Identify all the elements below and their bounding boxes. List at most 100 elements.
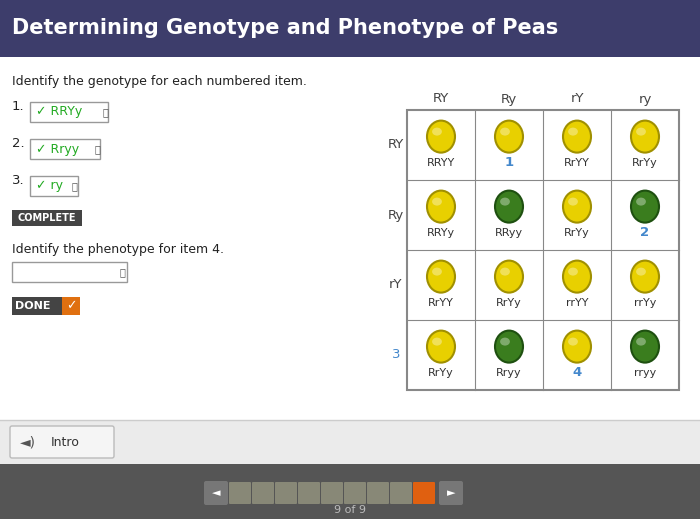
Text: 1: 1	[505, 156, 514, 169]
FancyBboxPatch shape	[390, 482, 412, 504]
Text: RY: RY	[388, 139, 404, 152]
Text: ⌵: ⌵	[103, 107, 109, 117]
FancyBboxPatch shape	[10, 426, 114, 458]
Text: RY: RY	[433, 92, 449, 105]
FancyBboxPatch shape	[413, 482, 435, 504]
Text: ✓ ry: ✓ ry	[36, 180, 63, 193]
Ellipse shape	[432, 128, 442, 135]
Text: Identify the genotype for each numbered item.: Identify the genotype for each numbered …	[12, 75, 307, 88]
FancyBboxPatch shape	[439, 481, 463, 505]
Text: RrYY: RrYY	[428, 297, 454, 307]
FancyBboxPatch shape	[30, 139, 100, 159]
Ellipse shape	[568, 128, 578, 135]
Ellipse shape	[432, 198, 442, 206]
Ellipse shape	[495, 190, 523, 223]
Ellipse shape	[427, 190, 455, 223]
Ellipse shape	[432, 337, 442, 346]
Ellipse shape	[563, 331, 591, 363]
Ellipse shape	[500, 128, 510, 135]
Ellipse shape	[636, 337, 646, 346]
Text: ✓ RRYy: ✓ RRYy	[36, 105, 83, 118]
Text: 9 of 9: 9 of 9	[334, 505, 366, 515]
Ellipse shape	[631, 261, 659, 293]
Text: 4: 4	[573, 366, 582, 379]
Ellipse shape	[500, 337, 510, 346]
Ellipse shape	[427, 331, 455, 363]
Text: RRYY: RRYY	[427, 157, 455, 168]
Bar	[407, 110, 679, 390]
FancyBboxPatch shape	[204, 481, 228, 505]
Text: Ry: Ry	[501, 92, 517, 105]
Ellipse shape	[636, 268, 646, 276]
Text: rY: rY	[389, 279, 402, 292]
Text: 2: 2	[640, 226, 650, 239]
FancyBboxPatch shape	[321, 482, 343, 504]
Text: DONE: DONE	[15, 301, 50, 311]
Ellipse shape	[631, 331, 659, 363]
Text: Ry: Ry	[388, 209, 404, 222]
Ellipse shape	[427, 120, 455, 153]
Text: RRyy: RRyy	[495, 227, 523, 238]
FancyBboxPatch shape	[62, 297, 80, 315]
Ellipse shape	[427, 261, 455, 293]
FancyBboxPatch shape	[229, 482, 251, 504]
FancyBboxPatch shape	[275, 482, 297, 504]
FancyBboxPatch shape	[30, 102, 108, 122]
Text: RrYy: RrYy	[564, 227, 590, 238]
Text: 1.: 1.	[12, 100, 24, 113]
Text: RrYY: RrYY	[564, 157, 590, 168]
Text: rryy: rryy	[634, 367, 656, 377]
Ellipse shape	[636, 128, 646, 135]
Ellipse shape	[495, 261, 523, 293]
Ellipse shape	[568, 268, 578, 276]
Ellipse shape	[568, 198, 578, 206]
Text: ⌵: ⌵	[72, 181, 78, 191]
Text: rY: rY	[570, 92, 584, 105]
Ellipse shape	[568, 337, 578, 346]
FancyBboxPatch shape	[367, 482, 389, 504]
Text: Rryy: Rryy	[496, 367, 522, 377]
Text: ⌵: ⌵	[120, 267, 126, 277]
FancyBboxPatch shape	[298, 482, 320, 504]
FancyBboxPatch shape	[30, 176, 78, 196]
Ellipse shape	[631, 120, 659, 153]
Bar	[0, 0, 700, 57]
Text: 3.: 3.	[12, 174, 24, 187]
Text: 3: 3	[392, 348, 400, 362]
Text: rrYy: rrYy	[634, 297, 656, 307]
Text: RRYy: RRYy	[427, 227, 455, 238]
Ellipse shape	[563, 190, 591, 223]
Ellipse shape	[495, 120, 523, 153]
FancyBboxPatch shape	[12, 210, 82, 226]
Text: COMPLETE: COMPLETE	[18, 213, 76, 223]
Text: Identify the phenotype for item 4.: Identify the phenotype for item 4.	[12, 243, 224, 256]
Ellipse shape	[563, 120, 591, 153]
Text: RrYy: RrYy	[428, 367, 454, 377]
Bar	[0, 420, 700, 464]
Ellipse shape	[631, 190, 659, 223]
Text: ◄): ◄)	[20, 435, 36, 449]
Ellipse shape	[495, 331, 523, 363]
Text: Determining Genotype and Phenotype of Peas: Determining Genotype and Phenotype of Pe…	[12, 19, 559, 38]
Text: rrYY: rrYY	[566, 297, 588, 307]
Text: ◄: ◄	[211, 488, 220, 498]
Bar	[0, 464, 700, 519]
Text: ✓ Rryy: ✓ Rryy	[36, 143, 79, 156]
Text: ry: ry	[638, 92, 652, 105]
Bar	[0, 57, 700, 420]
Text: RrYy: RrYy	[632, 157, 658, 168]
FancyBboxPatch shape	[344, 482, 366, 504]
Ellipse shape	[636, 198, 646, 206]
Ellipse shape	[500, 198, 510, 206]
Text: Intro: Intro	[50, 435, 79, 448]
Ellipse shape	[432, 268, 442, 276]
Text: ✓: ✓	[66, 299, 76, 312]
Text: ⌵: ⌵	[95, 144, 101, 154]
FancyBboxPatch shape	[12, 297, 62, 315]
FancyBboxPatch shape	[12, 262, 127, 282]
Ellipse shape	[500, 268, 510, 276]
Text: ►: ►	[447, 488, 455, 498]
Ellipse shape	[563, 261, 591, 293]
Text: 2.: 2.	[12, 137, 24, 150]
Text: RrYy: RrYy	[496, 297, 522, 307]
